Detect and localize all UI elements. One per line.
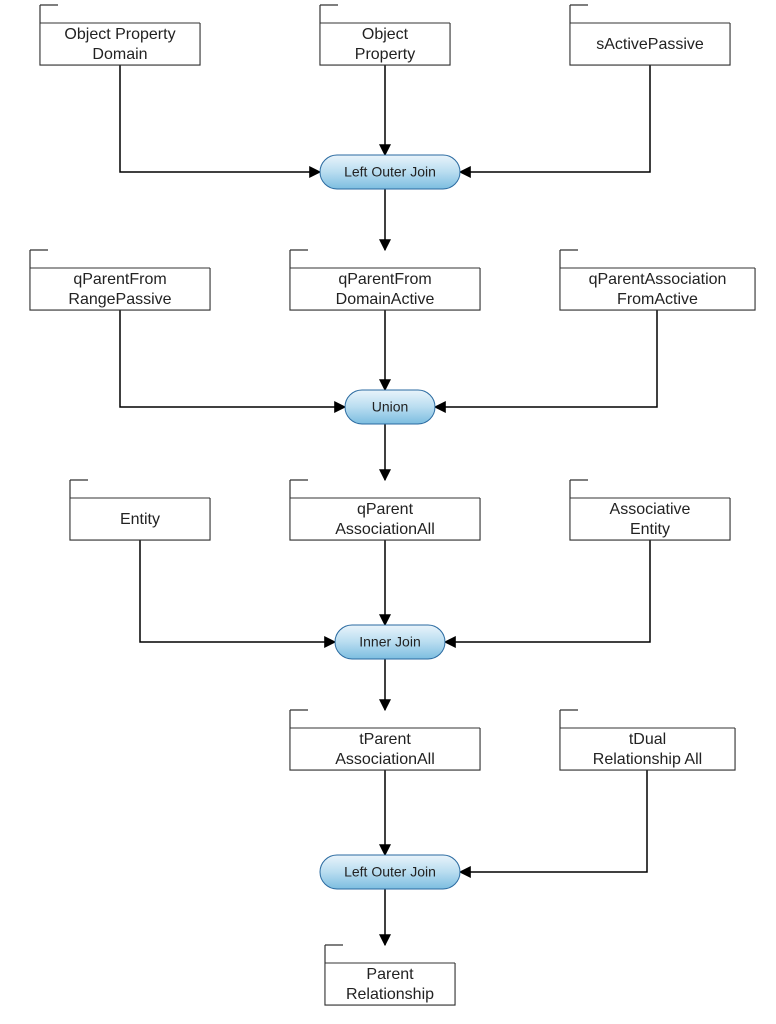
node-r3b-label-1: AssociationAll: [335, 521, 435, 538]
node-r2a: qParentFrom RangePassive: [30, 250, 210, 310]
node-r4b-label-0: tDual: [629, 731, 666, 748]
node-r3a: Entity: [70, 480, 210, 540]
node-r3c-label-0: Associative: [610, 501, 691, 518]
node-r3b: qParent AssociationAll: [290, 480, 480, 540]
node-r4a-label-1: AssociationAll: [335, 751, 435, 768]
node-r1b-label-0: Object: [362, 26, 409, 43]
node-p1: Left Outer Join: [320, 155, 460, 189]
edge-r3c-p3: [445, 540, 650, 642]
edge-r1a-p1: [120, 65, 320, 172]
node-r3a-label-0: Entity: [120, 511, 160, 528]
pill-p4-label: Left Outer Join: [344, 864, 436, 880]
node-r1c: sActivePassive: [570, 5, 730, 65]
node-r2c-label-0: qParentAssociation: [589, 271, 727, 288]
node-r2b: qParentFrom DomainActive: [290, 250, 480, 310]
node-p2: Union: [345, 390, 435, 424]
node-r5-label-0: Parent: [366, 966, 414, 983]
pill-p1-label: Left Outer Join: [344, 164, 436, 180]
node-r4b-label-1: Relationship All: [593, 751, 702, 768]
node-r5-label-1: Relationship: [346, 986, 434, 1003]
edge-r2c-p2: [435, 310, 657, 407]
node-p3: Inner Join: [335, 625, 445, 659]
node-r1a-label-0: Object Property: [64, 26, 175, 43]
edge-r3a-p3: [140, 540, 335, 642]
node-r2c-label-1: FromActive: [617, 291, 698, 308]
node-p4: Left Outer Join: [320, 855, 460, 889]
node-r1c-label-0: sActivePassive: [596, 36, 704, 53]
node-r1a: Object Property Domain: [40, 5, 200, 65]
node-r4a-label-0: tParent: [359, 731, 411, 748]
edge-r1c-p1: [460, 65, 650, 172]
node-r3b-label-0: qParent: [357, 501, 414, 518]
node-r1b-label-1: Property: [355, 46, 415, 63]
node-r5: Parent Relationship: [325, 945, 455, 1005]
node-r2a-label-1: RangePassive: [68, 291, 171, 308]
node-r4a: tParent AssociationAll: [290, 710, 480, 770]
node-r2a-label-0: qParentFrom: [73, 271, 166, 288]
node-r1b: Object Property: [320, 5, 450, 65]
node-r2c: qParentAssociation FromActive: [560, 250, 755, 310]
node-r3c: Associative Entity: [570, 480, 730, 540]
edge-r4b-p4: [460, 770, 647, 872]
node-r3c-label-1: Entity: [630, 521, 670, 538]
node-r2b-label-1: DomainActive: [336, 291, 435, 308]
pill-p2-label: Union: [372, 399, 409, 415]
node-r1a-label-1: Domain: [92, 46, 147, 63]
node-r4b: tDual Relationship All: [560, 710, 735, 770]
node-r2b-label-0: qParentFrom: [338, 271, 431, 288]
pill-p3-label: Inner Join: [359, 634, 420, 650]
edge-r2a-p2: [120, 310, 345, 407]
